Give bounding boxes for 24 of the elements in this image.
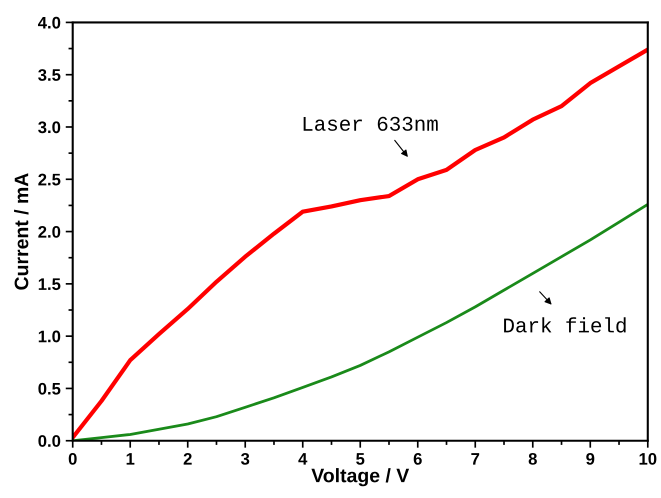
y-tick-label: 3.0 xyxy=(38,121,60,134)
x-tick-label: 4 xyxy=(298,453,308,465)
y-tick-label: 0.0 xyxy=(38,435,60,447)
x-tick-label: 5 xyxy=(356,453,364,465)
y-tick-label: 3.5 xyxy=(38,69,60,81)
y-tick-label: 1.5 xyxy=(38,278,60,290)
x-tick-label: 10 xyxy=(640,452,656,465)
x-tick-label: 8 xyxy=(528,452,537,465)
annotation: Laser 633nm xyxy=(304,116,438,131)
y-tick-label: 4.0 xyxy=(38,16,60,29)
x-axis-title: Voltage / V xyxy=(311,468,410,486)
x-tick-label: 2 xyxy=(184,452,192,465)
x-tick-label: 0 xyxy=(68,452,77,465)
x-tick-label: 3 xyxy=(240,452,250,465)
annotation: Dark field xyxy=(504,317,626,333)
y-tick-label: 1.0 xyxy=(38,330,60,342)
x-tick-label: 9 xyxy=(586,452,594,465)
y-tick-label: 2.5 xyxy=(38,174,60,186)
x-tick-label: 6 xyxy=(414,452,422,465)
x-tick-label: 7 xyxy=(471,453,480,465)
y-tick-label: 0.5 xyxy=(38,382,60,395)
y-tick-label: 2.0 xyxy=(38,226,60,238)
x-tick-label: 1 xyxy=(126,453,134,465)
y-axis-title: Current / mA xyxy=(14,173,29,290)
